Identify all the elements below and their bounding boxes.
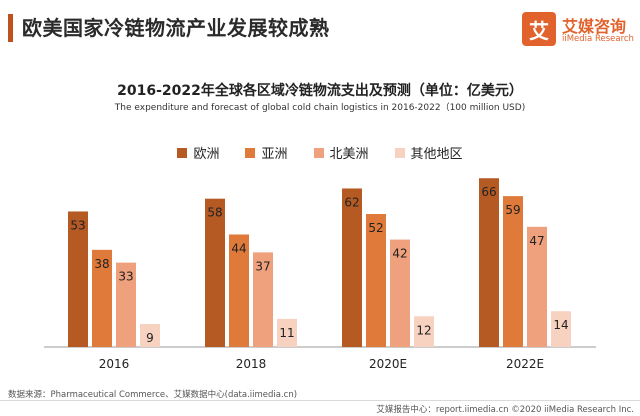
bar xyxy=(503,196,523,347)
legend-item-asia: 亚洲 xyxy=(245,143,288,162)
footer-copyright: 艾媒报告中心：report.iimedia.cn ©2020 iiMedia R… xyxy=(376,405,634,415)
legend-item-other: 其他地区 xyxy=(394,143,463,162)
data-label: 59 xyxy=(505,203,520,217)
bar xyxy=(116,262,136,347)
legend-swatch xyxy=(177,147,188,158)
bar xyxy=(68,211,88,347)
data-label: 58 xyxy=(207,206,222,220)
data-label: 44 xyxy=(231,241,246,255)
x-tick-label: 2018 xyxy=(236,357,267,371)
bar xyxy=(92,249,112,347)
data-label: 11 xyxy=(279,326,294,340)
logo-en-text: iiMedia Research xyxy=(562,34,634,44)
legend-swatch xyxy=(313,147,324,158)
data-label: 12 xyxy=(416,323,431,337)
bar xyxy=(140,323,160,347)
x-tick-label: 2016 xyxy=(99,357,130,371)
chart-legend: 欧洲 亚洲 北美洲 其他地区 xyxy=(0,143,640,162)
bar xyxy=(551,311,571,347)
chart-title: 2016-2022年全球各区域冷链物流支出及预测（单位：亿美元） xyxy=(117,83,523,99)
bar xyxy=(366,214,386,347)
legend-label: 其他地区 xyxy=(410,147,463,162)
title-accent-bar xyxy=(8,14,13,42)
logo-icon: 艾 xyxy=(522,12,556,46)
bar xyxy=(277,318,297,347)
data-label: 9 xyxy=(146,331,154,345)
data-label: 37 xyxy=(255,259,270,273)
bar xyxy=(414,316,434,347)
data-label: 53 xyxy=(70,218,85,232)
page-title: 欧美国家冷链物流产业发展较成熟 xyxy=(22,16,330,40)
legend-swatch xyxy=(394,147,405,158)
chart-subtitle: The expenditure and forecast of global c… xyxy=(114,103,526,113)
data-label: 47 xyxy=(529,234,544,248)
legend-label: 北美洲 xyxy=(329,147,369,162)
legend-item-north-america: 北美洲 xyxy=(313,143,369,162)
legend-label: 欧洲 xyxy=(193,147,220,162)
data-label: 38 xyxy=(94,257,109,271)
data-label: 62 xyxy=(344,195,359,209)
logo-cn-text: 艾媒咨询 xyxy=(562,17,627,36)
x-tick-label: 2020E xyxy=(369,357,407,371)
bar xyxy=(253,252,273,347)
legend-swatch xyxy=(245,147,256,158)
data-label: 42 xyxy=(392,247,407,261)
brand-logo: 艾 艾媒咨询 iiMedia Research xyxy=(522,12,634,48)
data-label: 33 xyxy=(118,270,133,284)
footer-source: 数据来源：Pharmaceutical Commerce、艾媒数据中心(data… xyxy=(8,390,298,400)
data-label: 66 xyxy=(481,185,496,199)
data-label: 52 xyxy=(368,221,383,235)
legend-label: 亚洲 xyxy=(261,147,288,162)
bar xyxy=(479,178,499,347)
x-tick-label: 2022E xyxy=(506,357,544,371)
bar xyxy=(229,234,249,347)
bar xyxy=(342,188,362,347)
bar xyxy=(527,226,547,347)
data-label: 14 xyxy=(553,318,568,332)
legend-item-europe: 欧洲 xyxy=(177,143,219,162)
footer-divider xyxy=(0,400,640,401)
bar xyxy=(205,198,225,347)
header: 欧美国家冷链物流产业发展较成熟 艾 艾媒咨询 iiMedia Research xyxy=(0,0,640,62)
bar xyxy=(390,239,410,347)
